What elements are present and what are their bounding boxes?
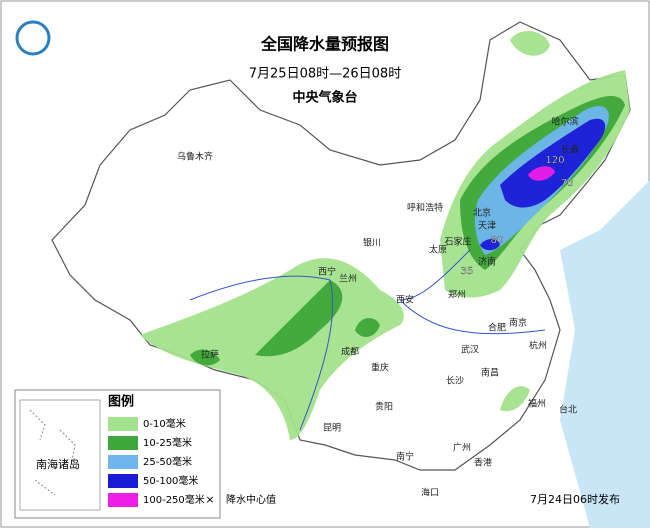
city-label: 杭州 xyxy=(529,340,547,352)
issuer: 中央气象台 xyxy=(292,90,357,106)
city-label: 台北 xyxy=(559,404,577,416)
city-label: 福州 xyxy=(528,398,546,410)
legend-label: 25-50毫米 xyxy=(143,455,192,468)
city-label: 长沙 xyxy=(446,375,464,387)
city-label: 南昌 xyxy=(481,367,499,379)
city-label: 西宁 xyxy=(318,266,336,278)
legend-label: 100-250毫米 xyxy=(143,493,205,506)
legend-center-label: 降水中心值 xyxy=(226,493,276,506)
city-label: 贵阳 xyxy=(375,401,393,413)
rain-zone xyxy=(255,280,343,357)
city-label: 合肥 xyxy=(488,322,506,334)
city-label: 银川 xyxy=(363,237,381,249)
rain-zone xyxy=(500,386,530,412)
city-label: 西安 xyxy=(396,294,414,306)
rain-centers: 120 70 80 35 xyxy=(460,155,574,277)
legend-title: 图例 xyxy=(108,394,134,410)
city-label: 呼和浩特 xyxy=(407,202,443,214)
rain-center-value: 120 xyxy=(545,155,564,166)
legend: 0-10毫米 10-25毫米 25-50毫米 50-100毫米 100-250毫米 × 降水… xyxy=(108,417,276,507)
rain-zone xyxy=(190,349,220,366)
rain-center-value: 80 xyxy=(491,235,504,246)
city-label: 天津 xyxy=(478,221,496,232)
city-label: 郑州 xyxy=(448,289,466,301)
city-label: 乌鲁木齐 xyxy=(177,151,213,163)
legend-swatch xyxy=(108,493,138,507)
footer: 7月24日06时发布 xyxy=(530,492,620,506)
legend-marker: × xyxy=(205,493,214,506)
city-label: 武汉 xyxy=(461,344,479,356)
rain-center-value: 35 xyxy=(461,266,474,277)
legend-swatch xyxy=(108,417,138,431)
rain-center-value: 70 xyxy=(561,178,574,189)
city-label: 济南 xyxy=(478,256,496,268)
inset-map xyxy=(19,399,101,511)
city-label: 昆明 xyxy=(323,423,341,434)
rain-zone xyxy=(528,166,555,181)
city-label: 哈尔滨 xyxy=(551,116,578,128)
rain-zone xyxy=(500,118,606,208)
city-label: 北京 xyxy=(473,207,491,219)
legend-label: 10-25毫米 xyxy=(143,436,192,449)
sea xyxy=(560,180,650,528)
city-label: 太原 xyxy=(429,244,447,256)
inset-label: 南海诸岛 xyxy=(36,457,80,471)
city-label: 成都 xyxy=(341,346,359,358)
legend-label: 0-10毫米 xyxy=(143,417,186,430)
city-label: 拉萨 xyxy=(201,349,219,361)
city-label: 广州 xyxy=(453,442,471,454)
rain-zone xyxy=(480,238,500,251)
legend-swatch xyxy=(108,455,138,469)
city-label: 兰州 xyxy=(339,273,357,285)
map-title: 全国降水量预报图 xyxy=(260,35,389,54)
city-label: 南京 xyxy=(509,317,527,329)
city-label: 长春 xyxy=(561,144,579,156)
legend-label: 50-100毫米 xyxy=(143,474,198,487)
city-label: 香港 xyxy=(474,457,492,469)
city-label: 南宁 xyxy=(396,451,414,463)
rain-zones xyxy=(140,30,630,440)
cities: 乌鲁木齐呼和浩特银川太原石家庄北京天津济南郑州西宁兰州西安成都拉萨重庆武汉合肥南… xyxy=(177,116,579,499)
logo xyxy=(15,20,51,56)
city-label: 重庆 xyxy=(371,362,389,374)
inset-islands xyxy=(29,409,76,496)
city-label: 石家庄 xyxy=(444,236,471,248)
rivers xyxy=(189,249,546,431)
city-label: 海口 xyxy=(421,487,439,499)
period: 7月25日08时—26日08时 xyxy=(249,67,401,82)
rain-zone xyxy=(355,318,380,337)
rain-zone xyxy=(510,30,550,56)
legend-swatch xyxy=(108,474,138,488)
legend-swatch xyxy=(108,436,138,450)
